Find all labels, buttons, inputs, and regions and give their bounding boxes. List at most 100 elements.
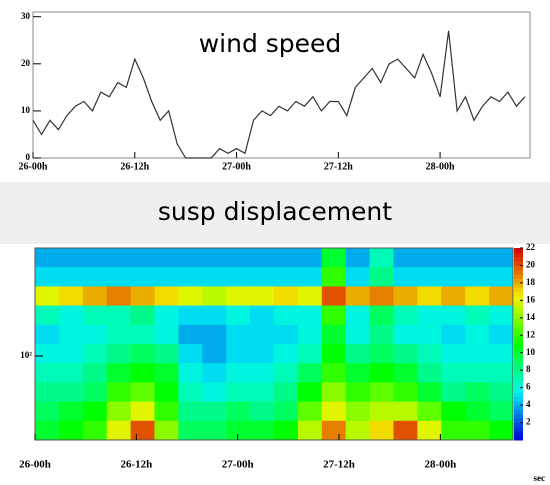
heat-cell — [417, 305, 442, 326]
heat-cell — [393, 324, 418, 345]
heat-cell — [417, 267, 442, 287]
colorbar-step — [514, 370, 523, 376]
heat-cell — [417, 401, 442, 422]
heat-cell — [58, 267, 84, 287]
heat-cell — [441, 267, 466, 287]
heat-cell — [82, 248, 108, 268]
heat-cell — [297, 267, 323, 287]
heat-cell — [274, 401, 299, 422]
heat-cell — [154, 363, 179, 383]
heat-cell — [35, 401, 60, 422]
colorbar-step — [514, 405, 523, 410]
heat-cell — [202, 420, 227, 441]
heat-cell — [35, 344, 60, 364]
colorbar-step — [514, 426, 523, 432]
colorbar-label: 22 — [526, 242, 536, 252]
heat-cell — [35, 324, 60, 345]
colorbar-step — [514, 326, 523, 332]
heat-cell — [441, 344, 466, 364]
heat-cell — [345, 420, 371, 441]
heat-cell — [202, 363, 227, 383]
heat-cell — [130, 248, 155, 268]
heat-cell — [178, 324, 203, 345]
colorbar-step — [514, 418, 523, 424]
x-tick-label: 26-00h — [19, 459, 51, 471]
heat-cell — [297, 363, 323, 383]
colorbar-step — [514, 256, 523, 262]
heat-cell — [297, 420, 323, 441]
heat-cell — [274, 286, 299, 307]
colorbar-step — [514, 291, 523, 297]
heat-cell — [465, 267, 490, 287]
heat-cell — [226, 420, 251, 441]
heat-cell — [369, 305, 394, 326]
heat-cell — [35, 286, 60, 307]
heat-cell — [489, 363, 514, 383]
colorbar-step — [514, 344, 523, 349]
heat-cell — [35, 305, 60, 326]
heat-cell — [130, 420, 155, 441]
line-series — [32, 30, 526, 159]
x-tick-label: 28-00h — [426, 161, 455, 172]
heat-cell — [35, 248, 60, 268]
colorbar-step — [514, 282, 523, 288]
heat-cell — [82, 401, 108, 422]
heat-cell — [321, 344, 347, 364]
heat-cell — [202, 248, 227, 268]
heat-cell — [369, 382, 394, 403]
heat-cell — [82, 267, 108, 287]
heat-cell — [369, 420, 394, 441]
colorbar-label: 18 — [526, 277, 536, 287]
heat-cell — [58, 363, 84, 383]
heat-cell — [489, 420, 514, 441]
heat-cell — [345, 248, 371, 268]
heat-cell — [35, 382, 60, 403]
colorbar-step — [514, 413, 523, 419]
colorbar-step — [514, 396, 523, 402]
heat-cell — [274, 305, 299, 326]
heat-cell — [82, 344, 108, 364]
heat-cell — [321, 324, 347, 345]
heat-cell — [345, 324, 371, 345]
colorbar-step — [514, 304, 523, 310]
heat-cell — [250, 344, 275, 364]
heat-cell — [345, 382, 371, 403]
heat-cell — [202, 344, 227, 364]
heat-cell — [274, 344, 299, 364]
heat-cell — [369, 248, 394, 268]
colorbar-step — [514, 392, 523, 397]
heat-cell — [465, 401, 490, 422]
heat-cell — [202, 305, 227, 326]
heat-cell — [321, 248, 347, 268]
heat-cell — [489, 248, 514, 268]
chart-title: susp displacement — [158, 197, 392, 226]
heat-cell — [297, 324, 323, 345]
heat-cell — [321, 420, 347, 441]
heat-cell — [106, 324, 132, 345]
x-tick-label: 26-12h — [120, 161, 149, 172]
heat-cell — [250, 382, 275, 403]
x-axis-label: sec — [534, 473, 546, 483]
heat-cell — [154, 401, 179, 422]
heat-cell — [130, 401, 155, 422]
x-tick-label: 28-00h — [424, 459, 456, 471]
heat-cell — [58, 382, 84, 403]
colorbar-step — [514, 278, 523, 284]
heat-cell — [297, 305, 323, 326]
heat-cell — [226, 267, 251, 287]
heat-cell — [106, 401, 132, 422]
heat-cell — [58, 420, 84, 441]
heat-cell — [297, 286, 323, 307]
colorbar-step — [514, 296, 523, 301]
heat-cell — [489, 324, 514, 345]
heat-cell — [297, 248, 323, 268]
heat-cell — [35, 363, 60, 383]
plot-frame — [34, 247, 514, 441]
heat-cell — [226, 286, 251, 307]
heat-cell — [489, 286, 514, 307]
heat-cell — [274, 267, 299, 287]
heat-cell — [154, 344, 179, 364]
heat-cell — [154, 420, 179, 441]
y-tick-label: 10 — [21, 105, 31, 115]
heat-cell — [369, 363, 394, 383]
